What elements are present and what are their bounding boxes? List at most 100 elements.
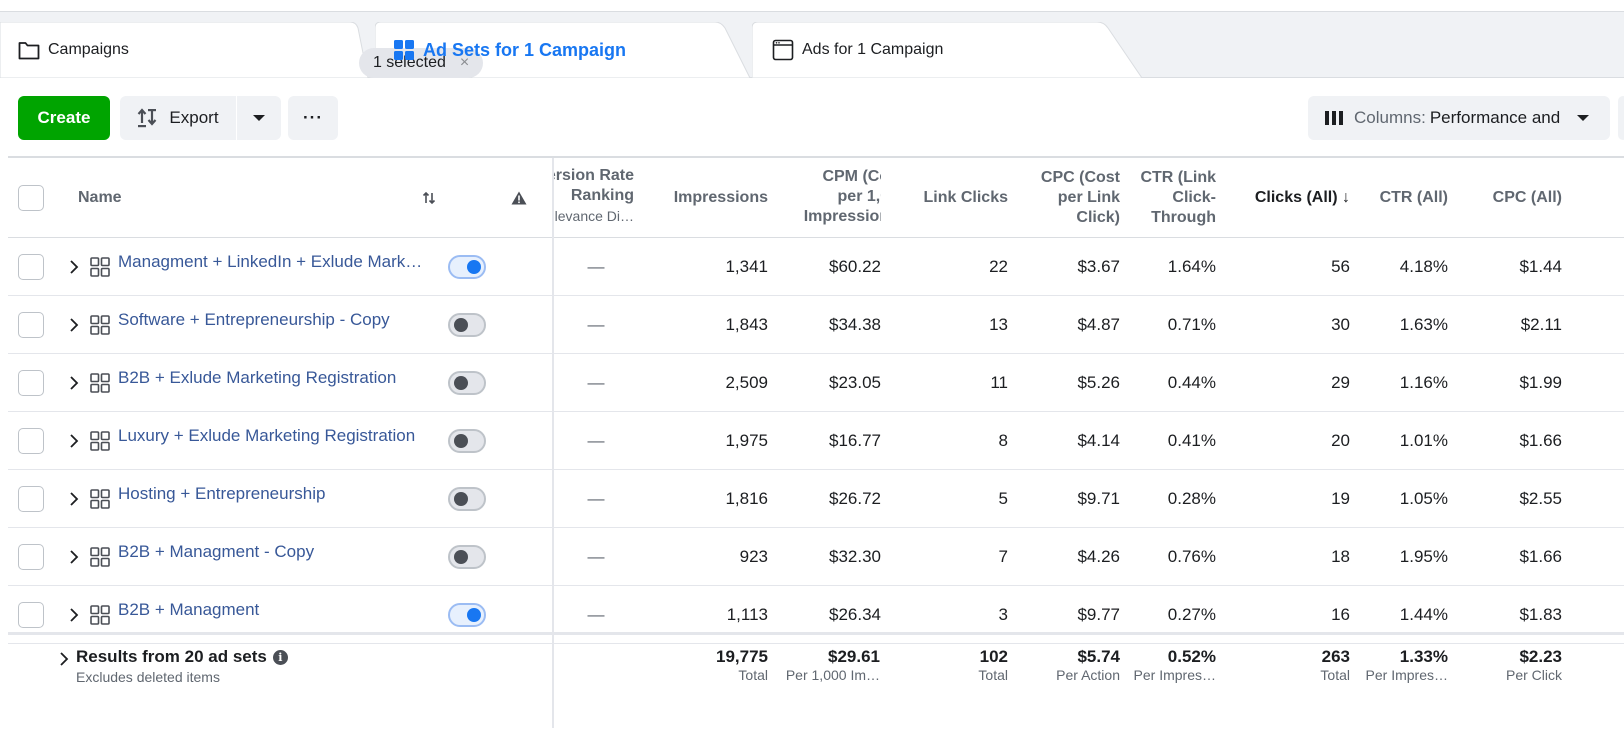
ad-set-name-link[interactable]: B2B + Managment: [118, 600, 260, 619]
table-row[interactable]: B2B + Managment - Copy — 923 $32.30 7 $4.26 0.…: [8, 528, 1624, 586]
info-icon[interactable]: i: [272, 649, 288, 665]
ad-set-name-link[interactable]: B2B + Exlude Marketing Registration: [118, 368, 397, 387]
cell-impressions: 1,975: [725, 431, 768, 450]
ad-set-status-toggle[interactable]: [448, 429, 486, 453]
header-cpc-line3: Click): [1076, 209, 1120, 226]
chevron-right-icon[interactable]: [62, 603, 86, 627]
header-conversion-rate-ranking[interactable]: ersion Rate Ranking elevance Di…: [554, 158, 638, 238]
frozen-column-divider[interactable]: [552, 158, 554, 728]
ad-set-status-toggle[interactable]: [448, 371, 486, 395]
ad-set-status-toggle[interactable]: [448, 487, 486, 511]
clear-selection-icon[interactable]: ×: [459, 54, 470, 71]
header-ctr-all[interactable]: CTR (All): [1379, 189, 1448, 206]
table-row[interactable]: Software + Entrepreneurship - Copy — 1,843…: [8, 296, 1624, 354]
tab-ads[interactable]: Ads for 1 Campaign: [752, 22, 1142, 78]
cell-ctr-all: 1.95%: [1399, 547, 1448, 566]
header-cpc-all[interactable]: CPC (All): [1492, 189, 1562, 206]
cell-ctr: 0.41%: [1167, 431, 1216, 450]
cell-link-clicks: 22: [989, 257, 1008, 276]
cell-ctr: 0.27%: [1167, 605, 1216, 624]
header-cpm-line2: per 1,00: [837, 188, 881, 205]
ad-set-name-link[interactable]: B2B + Managment - Copy: [118, 542, 315, 561]
tab-campaigns[interactable]: Campaigns 1 selected ×: [0, 22, 484, 78]
ad-set-icon: [88, 313, 112, 337]
header-clicks-all[interactable]: Clicks (All) ↓: [1254, 189, 1350, 206]
row-checkbox[interactable]: [18, 254, 44, 280]
cell-ctr-all: 1.63%: [1399, 315, 1448, 334]
toggle-knob: [454, 434, 468, 448]
more-options-button[interactable]: ···: [288, 96, 338, 140]
ad-set-name-link[interactable]: Managment + LinkedIn + Exlude Mark…: [118, 252, 423, 271]
cell-ranking: —: [587, 431, 605, 450]
header-impressions[interactable]: Impressions: [673, 189, 768, 206]
header-name[interactable]: Name: [78, 189, 122, 206]
select-all-checkbox[interactable]: [18, 185, 44, 211]
selected-count-pill[interactable]: 1 selected ×: [358, 48, 484, 78]
summary-impressions-label: Total: [738, 667, 768, 683]
row-checkbox[interactable]: [18, 312, 44, 338]
cell-impressions: 2,509: [725, 373, 768, 392]
chevron-right-icon[interactable]: [52, 647, 76, 671]
row-checkbox[interactable]: [18, 602, 44, 628]
cell-ranking: —: [587, 373, 605, 392]
export-dropdown-button[interactable]: [237, 96, 281, 140]
create-button[interactable]: Create: [18, 96, 110, 140]
ad-set-name-link[interactable]: Luxury + Exlude Marketing Registration: [118, 426, 416, 445]
toggle-knob: [467, 260, 481, 274]
row-checkbox[interactable]: [18, 370, 44, 396]
table-row[interactable]: B2B + Managment — 1,113 $26.34 3 $9.77 0.27% 16…: [8, 586, 1624, 644]
chevron-right-icon[interactable]: [62, 487, 86, 511]
export-icon: [137, 108, 159, 128]
header-ctr-line2: Click-: [1172, 189, 1216, 206]
tab-ads-label: Ads for 1 Campaign: [802, 41, 944, 58]
warning-icon[interactable]: [506, 158, 532, 238]
cell-ranking: —: [587, 547, 605, 566]
summary-cpm-value: $29.61: [828, 647, 880, 666]
header-ctr-line3: Through: [1151, 209, 1216, 226]
cell-cpc: $9.77: [1077, 605, 1120, 624]
toolbar-edge-button[interactable]: [1618, 96, 1624, 140]
header-cpc[interactable]: CPC (Cost per Link Click): [1018, 158, 1120, 238]
cell-cpc-all: $1.99: [1519, 373, 1562, 392]
chevron-right-icon[interactable]: [62, 545, 86, 569]
row-checkbox[interactable]: [18, 486, 44, 512]
ad-set-name-link[interactable]: Hosting + Entrepreneurship: [118, 484, 326, 503]
export-button[interactable]: Export: [120, 96, 236, 140]
caret-down-icon: [1576, 114, 1590, 122]
ad-set-status-toggle[interactable]: [448, 313, 486, 337]
cell-ctr-all: 1.01%: [1399, 431, 1448, 450]
columns-dropdown[interactable]: Columns: Performance and: [1308, 96, 1610, 140]
cell-cpc-all: $1.83: [1519, 605, 1562, 624]
chevron-right-icon[interactable]: [62, 429, 86, 453]
ad-set-name-link[interactable]: Software + Entrepreneurship - Copy: [118, 310, 390, 329]
summary-ctr-value: 0.52%: [1167, 647, 1216, 666]
header-cpm[interactable]: CPM (Cos per 1,00 Impressions: [768, 158, 881, 238]
chevron-right-icon[interactable]: [62, 313, 86, 337]
ad-set-status-toggle[interactable]: [448, 255, 486, 279]
cell-cpc-all: $1.66: [1519, 547, 1562, 566]
sort-icon[interactable]: [416, 158, 442, 238]
header-ctr-link[interactable]: CTR (Link Click- Through: [1120, 158, 1216, 238]
cell-cpc-all: $1.66: [1519, 431, 1562, 450]
chevron-right-icon[interactable]: [62, 371, 86, 395]
cell-cpc: $9.71: [1077, 489, 1120, 508]
ad-window-icon: [772, 39, 794, 61]
chevron-right-icon[interactable]: [62, 255, 86, 279]
ad-set-status-toggle[interactable]: [448, 603, 486, 627]
table-row[interactable]: Luxury + Exlude Marketing Registration — 1…: [8, 412, 1624, 470]
toggle-knob: [454, 492, 468, 506]
toggle-knob: [454, 550, 468, 564]
summary-ctr-all: 1.33% Per Impres…: [1348, 647, 1448, 683]
table-row[interactable]: Managment + LinkedIn + Exlude Mark… — 1,34…: [8, 238, 1624, 296]
table-row[interactable]: Hosting + Entrepreneurship — 1,816 $26.72 5 $…: [8, 470, 1624, 528]
row-checkbox[interactable]: [18, 544, 44, 570]
row-checkbox[interactable]: [18, 428, 44, 454]
summary-cpm-label: Per 1,000 Im…: [785, 667, 880, 683]
ad-set-status-toggle[interactable]: [448, 545, 486, 569]
cell-impressions: 1,113: [726, 605, 768, 624]
table-row[interactable]: B2B + Exlude Marketing Registration — 2,50…: [8, 354, 1624, 412]
summary-ctr-all-value: 1.33%: [1399, 647, 1448, 666]
header-cpc-line1: CPC (Cost: [1040, 169, 1120, 186]
table-summary-row: Results from 20 ad sets i Excludes delete…: [8, 632, 1624, 708]
header-link-clicks[interactable]: Link Clicks: [923, 189, 1008, 206]
